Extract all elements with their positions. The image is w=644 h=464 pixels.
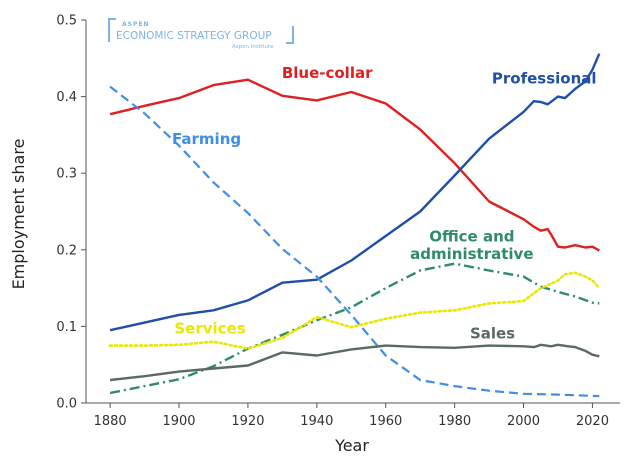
series-label-farming: Farming (172, 130, 241, 148)
logo-top-text: ASPEN (122, 21, 149, 28)
x-tick-label: 1940 (300, 414, 333, 429)
series-label-professional: Professional (492, 70, 597, 88)
series-line-services (108, 271, 601, 350)
series-annotations: Blue-collar Professional Farming Office and… (172, 64, 596, 342)
x-axis-title: Year (334, 436, 369, 455)
logo-main-text: ECONOMIC STRATEGY GROUP (116, 30, 272, 42)
aspen-watermark-logo: ASPEN ECONOMIC STRATEGY GROUP Aspen Inst… (108, 18, 294, 50)
series-label-services: Services (174, 319, 245, 337)
x-tick-label: 1960 (369, 414, 402, 429)
series-line-farming (109, 85, 600, 398)
y-tick-label: 0.2 (56, 243, 77, 258)
x-tick-label: 1880 (94, 414, 127, 429)
series-label-blue-collar: Blue-collar (282, 64, 373, 82)
series-label-office-and: Office and (429, 227, 514, 245)
series-line-sales (109, 343, 600, 382)
x-tick-label: 1900 (162, 414, 195, 429)
y-tick-label: 0.3 (56, 167, 77, 182)
y-tick-label: 0.1 (56, 320, 77, 335)
x-tick-label: 2020 (576, 414, 609, 429)
series-line-blue-collar (109, 78, 600, 252)
y-axis-title: Employment share (9, 139, 28, 290)
x-tick-label: 1920 (231, 414, 264, 429)
logo-sub-text: Aspen Institute (232, 44, 274, 50)
y-tick-label: 0.4 (56, 90, 77, 105)
logo-bracket-right-bottom (286, 42, 294, 44)
series-label-sales: Sales (470, 325, 515, 343)
series-label-administrative: administrative (410, 245, 533, 263)
series-lines (108, 53, 601, 398)
x-tick-label: 2000 (507, 414, 540, 429)
logo-bracket-left (108, 18, 110, 42)
logo-bracket-right (292, 26, 294, 44)
series-line-professional (109, 53, 601, 332)
x-tick-label: 1980 (438, 414, 471, 429)
logo-bracket-left-top (108, 18, 116, 20)
y-tick-label: 0.0 (56, 397, 77, 412)
axes: 0.0 0.1 0.2 0.3 0.4 0.5 1880 1900 1920 1940 1960 19… (56, 14, 620, 429)
y-tick-label: 0.5 (56, 14, 77, 29)
